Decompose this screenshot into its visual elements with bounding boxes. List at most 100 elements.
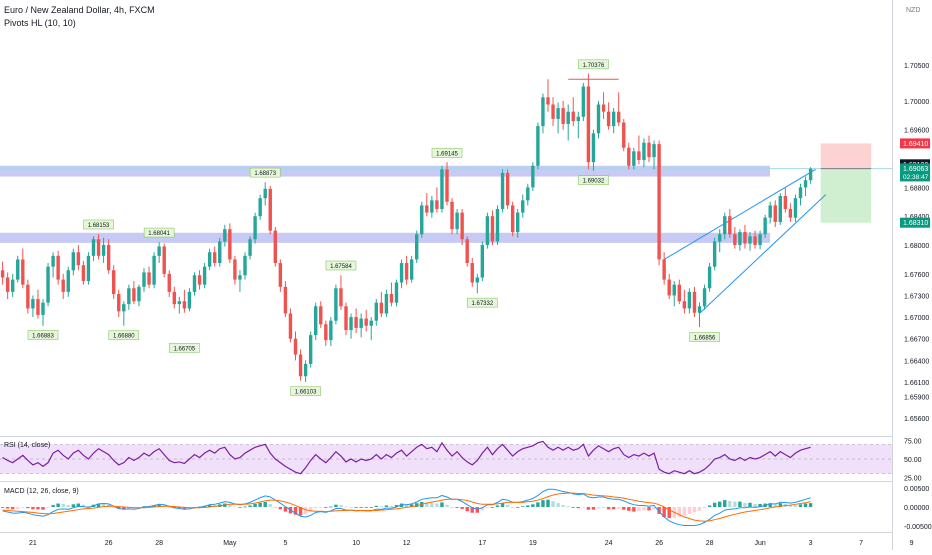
- candle-body: [389, 294, 394, 303]
- candle-body: [132, 288, 136, 302]
- rsi-tick: 25.00: [904, 475, 922, 482]
- macd-histogram-bar: [415, 503, 419, 507]
- candle-body: [526, 187, 530, 201]
- macd-histogram-bar: [571, 507, 575, 508]
- macd-histogram-bar: [647, 507, 651, 511]
- macd-histogram-bar: [707, 505, 712, 507]
- macd-histogram-bar: [96, 503, 101, 507]
- pivot-label: 1.67332: [471, 301, 493, 307]
- candle-body: [374, 302, 378, 321]
- rsi-tick: 50.00: [904, 457, 922, 464]
- candle-body: [96, 239, 101, 256]
- candle-body: [611, 111, 616, 127]
- macd-histogram-bar: [445, 504, 449, 507]
- macd-histogram-bar: [298, 507, 303, 516]
- candle-body: [177, 301, 182, 305]
- macd-histogram-bar: [334, 504, 338, 507]
- macd-histogram-bar: [61, 503, 65, 507]
- candle-body: [510, 205, 515, 233]
- candle-body: [394, 282, 399, 303]
- candle-body: [71, 252, 75, 271]
- time-tick: 24: [605, 540, 613, 547]
- candle-body: [662, 259, 666, 280]
- candle-body: [768, 205, 772, 218]
- candle-body: [723, 216, 727, 235]
- candle-body: [207, 252, 212, 267]
- candle-body: [233, 259, 237, 280]
- macd-histogram-bar: [122, 507, 126, 510]
- time-tick: 28: [706, 540, 714, 547]
- candle-body: [632, 151, 636, 166]
- macd-histogram-bar: [248, 505, 252, 507]
- pivot-label-box: [689, 332, 720, 342]
- candle-body: [677, 284, 681, 302]
- candle-body: [738, 232, 742, 246]
- macd-histogram-bar: [788, 505, 793, 507]
- candle-body: [334, 288, 338, 321]
- candle-body: [157, 246, 161, 256]
- time-tick: Jun: [754, 540, 765, 547]
- macd-histogram-bar: [803, 503, 808, 507]
- candle-body: [783, 196, 788, 209]
- macd-histogram-bar: [808, 503, 813, 507]
- candle-body: [692, 291, 697, 313]
- candle-body: [344, 306, 348, 331]
- candle-body: [364, 318, 368, 326]
- macd-histogram-bar: [627, 507, 631, 511]
- pivot-label: 1.66880: [113, 334, 135, 340]
- candle-body: [228, 229, 232, 260]
- candle-body: [571, 111, 575, 122]
- candle-body: [319, 306, 323, 325]
- macd-histogram-bar: [516, 507, 520, 508]
- candle-body: [581, 86, 586, 117]
- macd-histogram-bar: [460, 507, 464, 509]
- candle-body: [445, 169, 449, 202]
- macd-histogram-bar: [662, 507, 666, 517]
- macd-histogram-bar: [586, 507, 591, 510]
- candle-body: [642, 142, 646, 160]
- candle-body: [803, 180, 808, 188]
- macd-histogram-bar: [490, 507, 495, 508]
- candle-body: [622, 122, 626, 148]
- macd-histogram-bar: [566, 506, 570, 508]
- macd-histogram-bar: [738, 501, 742, 507]
- macd-histogram-bar: [273, 507, 277, 508]
- sr-zone-0: [0, 165, 770, 177]
- macd-histogram-bar: [480, 507, 485, 511]
- macd-histogram-bar: [5, 507, 10, 509]
- macd-histogram-bar: [182, 507, 187, 509]
- candle-body: [293, 338, 298, 355]
- candle-body: [197, 275, 202, 285]
- pivot-label-box: [578, 59, 609, 70]
- price-label-target: [900, 217, 930, 228]
- time-tick: 21: [29, 540, 37, 547]
- candle-body: [697, 306, 702, 313]
- macd-histogram-bar: [344, 506, 348, 508]
- macd-line: [2, 488, 811, 526]
- macd-histogram-bar: [718, 501, 722, 507]
- macd-histogram-bar: [768, 503, 772, 507]
- candle-body: [31, 299, 35, 309]
- macd-histogram-bar: [228, 505, 232, 507]
- candle-body: [147, 272, 151, 285]
- macd-histogram-bar: [455, 507, 459, 508]
- macd-histogram-bar: [243, 506, 247, 508]
- macd-histogram-bar: [81, 504, 86, 507]
- candle-body: [495, 208, 500, 242]
- pivot-label-box: [169, 343, 200, 353]
- macd-histogram-bar: [0, 507, 5, 508]
- macd-histogram-bar: [652, 507, 656, 510]
- macd-histogram-bar: [622, 507, 626, 510]
- candle-body: [657, 144, 661, 260]
- pivot-label-box: [467, 297, 498, 308]
- candle-body: [591, 133, 596, 163]
- candle-body: [435, 200, 439, 209]
- price-tick: 1.68000: [904, 243, 929, 250]
- macd-histogram-bar: [51, 505, 55, 507]
- candle-body: [283, 286, 288, 314]
- pivot-label: 1.66856: [694, 335, 716, 341]
- macd-histogram-bar: [536, 502, 540, 507]
- macd-histogram-bar: [465, 507, 469, 512]
